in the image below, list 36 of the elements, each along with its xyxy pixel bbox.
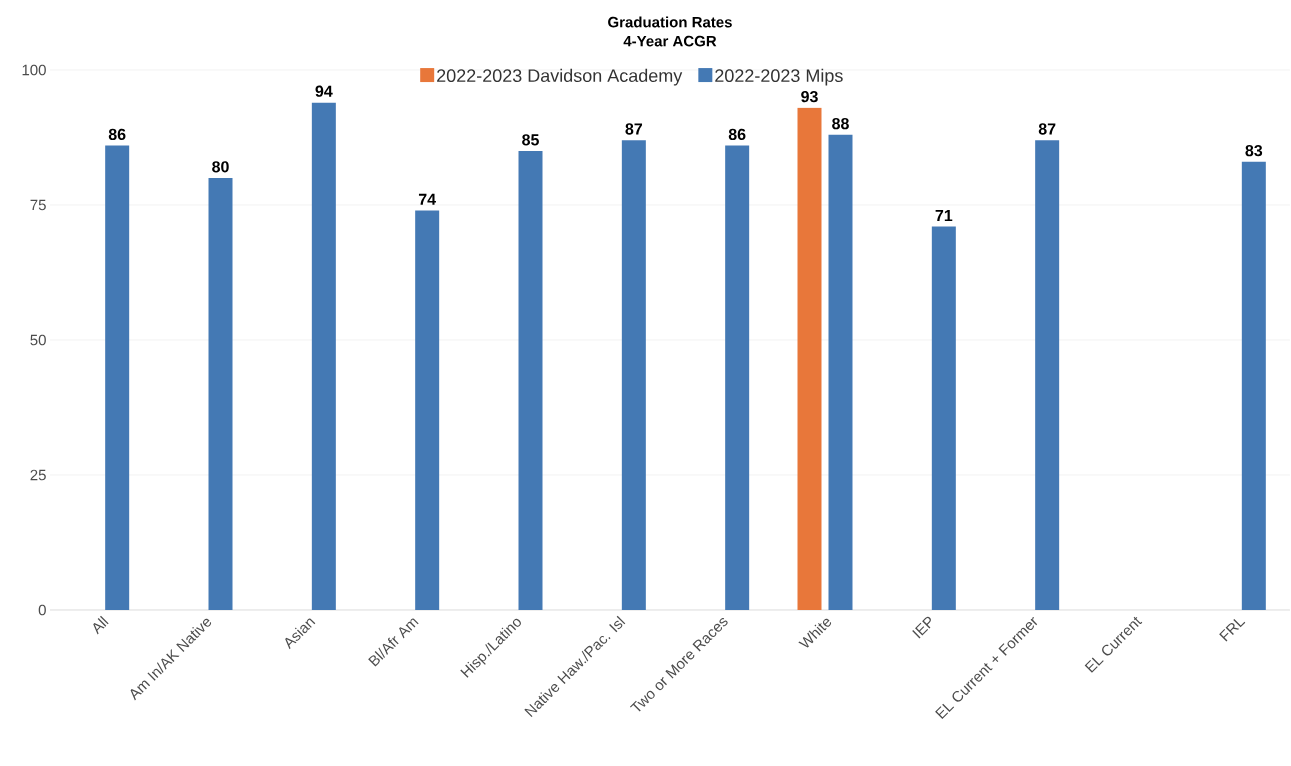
data-label: 93 xyxy=(801,90,818,103)
data-label: 87 xyxy=(625,123,643,135)
y-tick-label: 0 xyxy=(38,604,46,616)
data-label: 85 xyxy=(522,134,539,146)
legend-label: 2022-2023 Mips xyxy=(715,68,843,86)
y-tick-label: 100 xyxy=(22,64,46,76)
data-label: 86 xyxy=(108,128,126,141)
x-tick-label: All xyxy=(93,615,109,635)
data-label: 71 xyxy=(935,210,953,222)
bar xyxy=(931,226,956,610)
y-tick-label: 75 xyxy=(30,199,46,211)
data-label: 83 xyxy=(1245,144,1263,157)
bar xyxy=(621,140,646,610)
bar xyxy=(1241,161,1266,610)
chart-subtitle: 4-Year ACGR xyxy=(623,35,717,47)
bar xyxy=(311,102,336,610)
bar xyxy=(518,150,543,610)
bar xyxy=(105,145,130,610)
legend-label: 2022-2023 Davidson Academy xyxy=(437,68,683,86)
bar xyxy=(1035,140,1060,610)
bar xyxy=(725,145,750,610)
chart-title: Graduation Rates xyxy=(608,16,732,28)
data-label: 80 xyxy=(212,161,229,173)
data-label: 86 xyxy=(728,128,746,141)
data-label: 94 xyxy=(315,85,333,97)
y-tick-label: 50 xyxy=(30,334,46,346)
x-tick-label: IEP xyxy=(912,616,931,639)
bar xyxy=(828,134,853,610)
bar xyxy=(208,177,233,610)
x-tick-label: FRL xyxy=(1219,619,1246,642)
bar xyxy=(415,210,440,610)
data-label: 88 xyxy=(832,117,849,130)
data-label: 74 xyxy=(418,193,436,205)
data-label: 87 xyxy=(1038,123,1056,135)
y-tick-label: 25 xyxy=(30,469,46,481)
bar xyxy=(797,107,822,610)
